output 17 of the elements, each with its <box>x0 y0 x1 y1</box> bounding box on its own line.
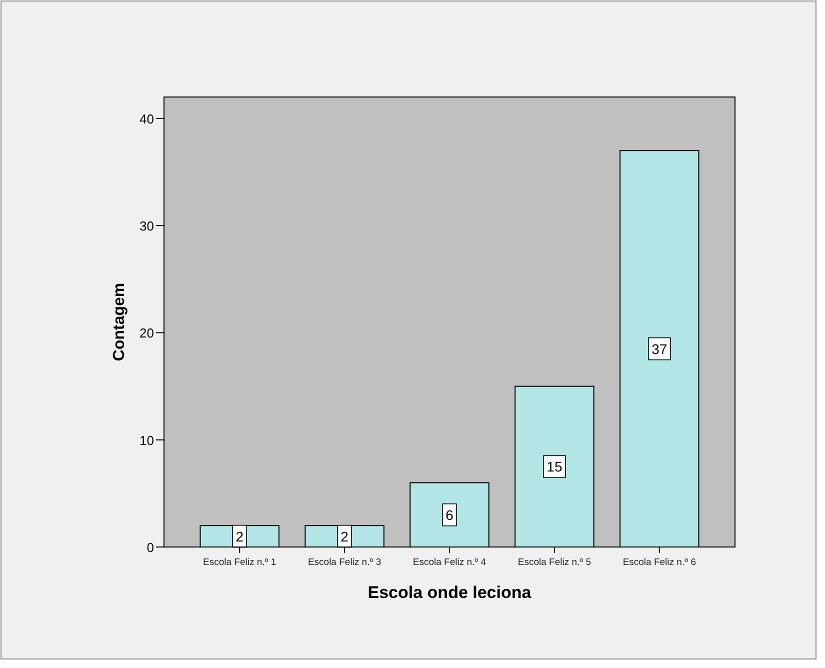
y-tick-label: 20 <box>140 326 154 341</box>
data-label: 2 <box>340 528 349 544</box>
data-label: 6 <box>446 506 454 523</box>
x-tick-label: Escola Feliz n.º 5 <box>518 557 592 568</box>
data-label: 2 <box>236 528 244 544</box>
y-tick-label: 40 <box>140 111 154 126</box>
y-axis-title: Contagem <box>111 282 128 362</box>
data-label: 15 <box>546 458 562 475</box>
y-tick-label: 10 <box>140 432 154 448</box>
x-tick-label: Escola Feliz n.º 1 <box>203 557 276 568</box>
x-tick-label: Escola Feliz n.º 4 <box>412 557 486 568</box>
y-tick-label: 30 <box>140 218 154 234</box>
y-tick-label: 0 <box>146 540 154 555</box>
data-label: 37 <box>652 340 668 357</box>
x-tick-label: Escola Feliz n.º 3 <box>308 557 382 568</box>
x-tick-label: Escola Feliz n.º 6 <box>622 557 696 568</box>
x-axis-title: Escola onde leciona <box>368 583 532 602</box>
